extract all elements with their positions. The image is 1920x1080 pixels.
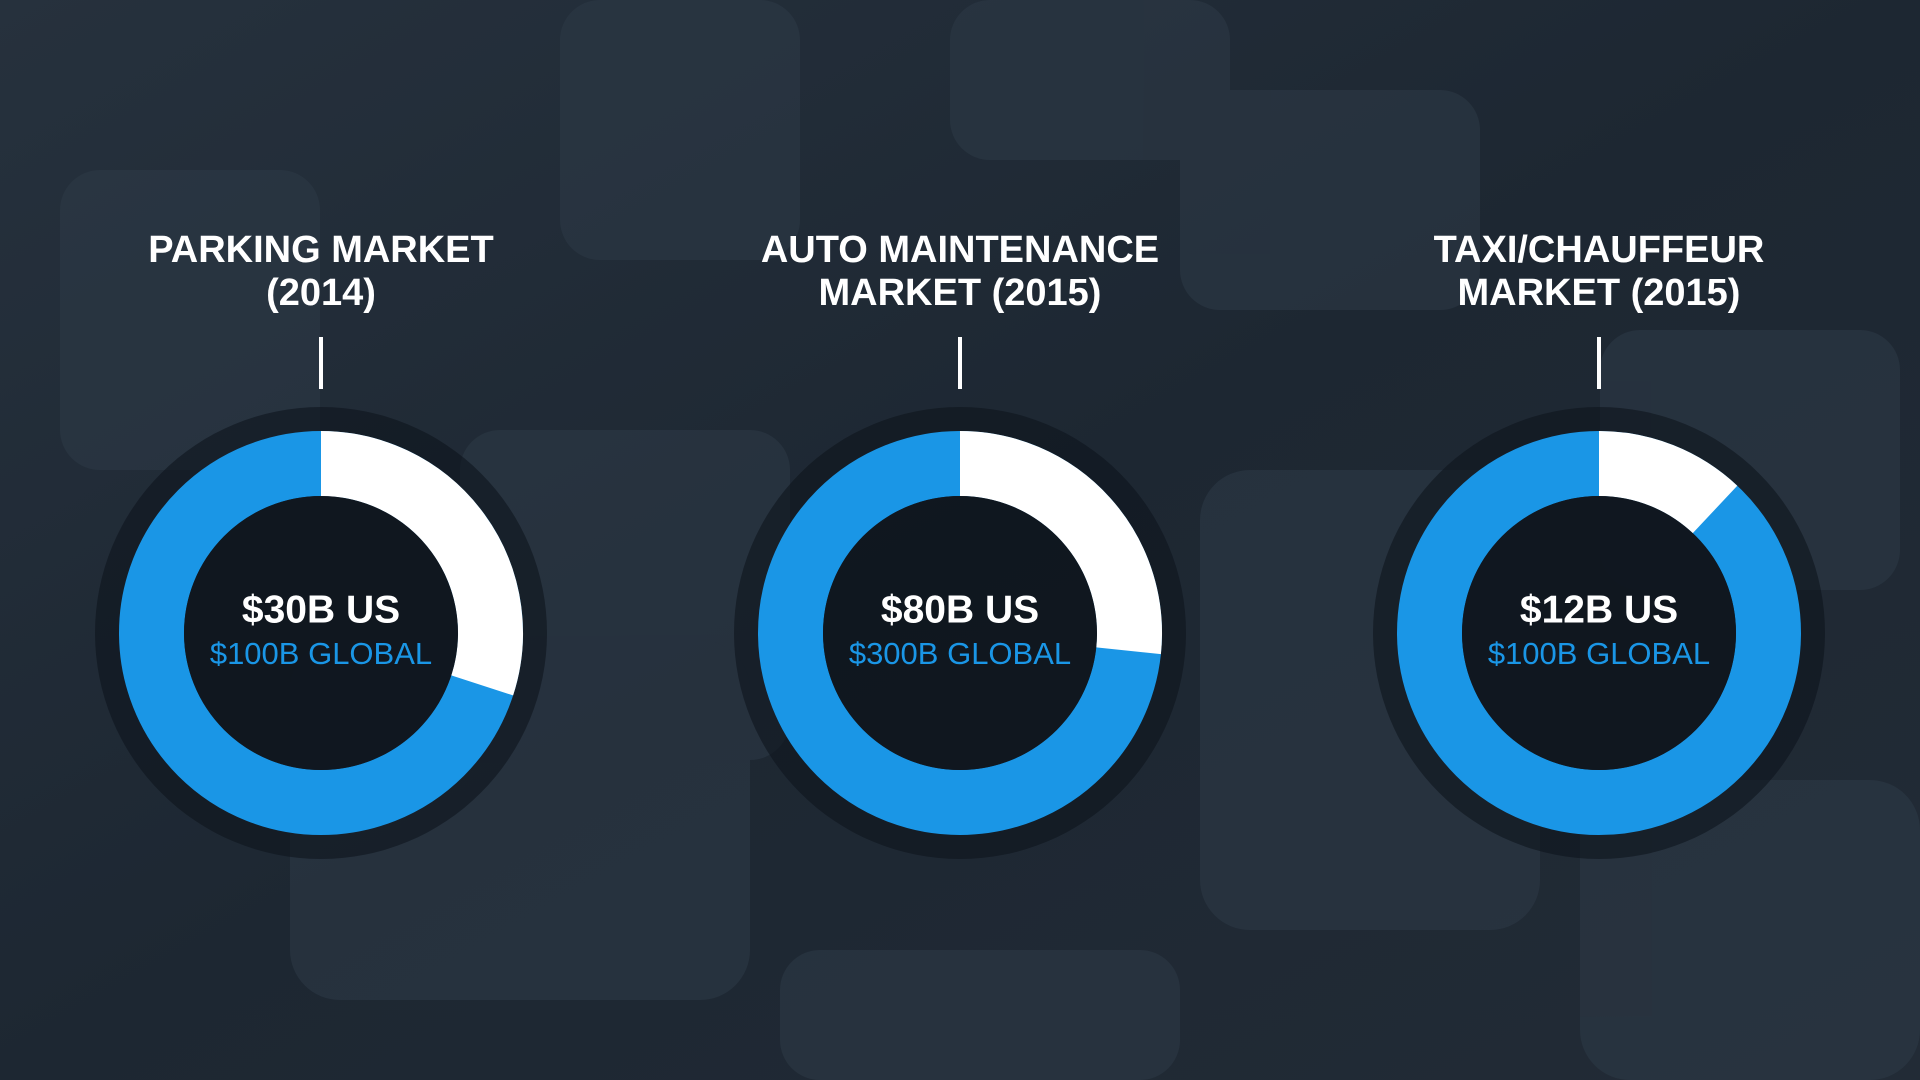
car-shape [950,0,1230,160]
charts: PARKING MARKET(2014) $30B US $100B GLOBAL A… [95,229,1825,859]
car-shape [560,0,800,260]
value-label: $100B GLOBAL [1488,636,1710,671]
car-shape [780,950,1180,1080]
donut-chart: PARKING MARKET(2014) $30B US $100B GLOBAL [95,229,547,859]
donut-segment [959,431,1162,655]
chart-title: MARKET (2015) [1458,272,1741,314]
value-label: $300B GLOBAL [849,636,1071,671]
chart-title: TAXI/CHAUFFEUR [1434,229,1765,271]
car-shape [1180,90,1480,310]
car-shape [1580,780,1920,1080]
value-label: $30B US [242,588,400,631]
donut-hole [184,496,458,770]
donut-hole [823,496,1097,770]
car-shape [60,170,320,470]
value-label: $12B US [1520,588,1678,631]
value-label: $100B GLOBAL [210,636,432,671]
chart-title: PARKING MARKET [148,229,494,271]
chart-title: (2014) [266,272,376,314]
donut-segment [320,431,523,696]
donut-hole [1462,496,1736,770]
value-label: $80B US [881,588,1039,631]
chart-title: MARKET (2015) [819,272,1102,314]
chart-title: AUTO MAINTENANCE [761,229,1159,271]
donut-segment [1598,431,1738,534]
